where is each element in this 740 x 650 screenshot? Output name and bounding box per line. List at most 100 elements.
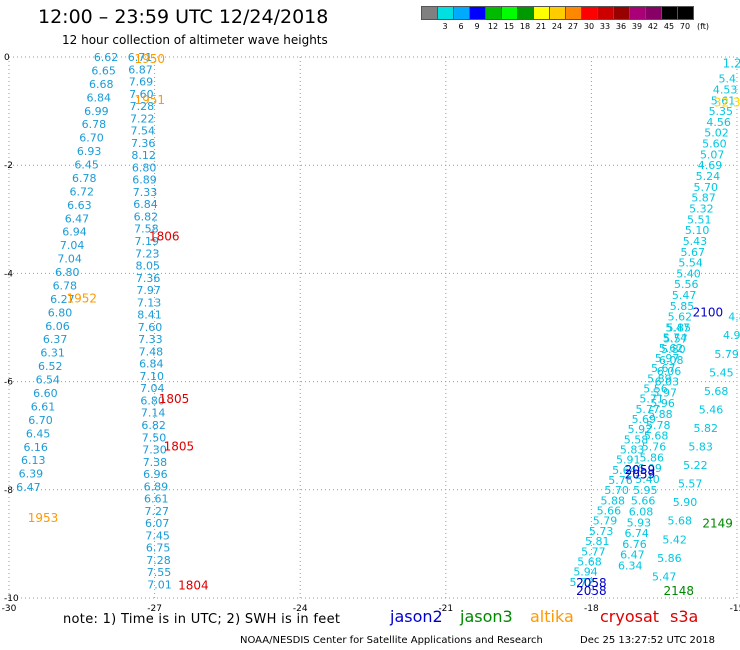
footer-note: note: 1) Time is in UTC; 2) SWH is in fe…: [63, 612, 341, 627]
swh-value-label: 7.10: [140, 370, 165, 383]
lon-tick-label: -30: [2, 604, 17, 614]
swh-value-label: 6.99: [84, 105, 109, 118]
swh-value-label: 7.97: [136, 284, 161, 297]
pass-time-label: 1804: [178, 578, 209, 592]
swh-value-label: 7.33: [133, 186, 158, 199]
satellite-legend-item: cryosat: [600, 607, 660, 626]
swh-value-label: 8.12: [131, 149, 156, 162]
swh-value-label: 5.81: [585, 535, 610, 548]
swh-value-label: 5.68: [704, 385, 729, 398]
swh-value-label: 7.36: [136, 272, 161, 285]
legend-swatch: [677, 6, 694, 20]
credit-line: NOAA/NESDIS Center for Satellite Applica…: [240, 635, 543, 646]
swh-value-label: 6.84: [139, 358, 164, 371]
swh-value-label: 7.04: [57, 253, 82, 266]
pass-time-label: 1950: [134, 52, 165, 66]
swh-value-label: 5.74: [663, 332, 688, 345]
swh-value-label: 5.61: [711, 94, 736, 107]
swh-value-label: 6.16: [23, 441, 48, 454]
swh-value-label: 6.60: [33, 387, 58, 400]
legend-tick-label: 9: [474, 22, 480, 31]
swh-value-label: 5.79: [714, 348, 739, 361]
swh-value-label: 5.77: [635, 403, 660, 416]
swh-value-label: 6.80: [132, 161, 157, 174]
swh-value-label: 5.79: [593, 515, 618, 528]
swh-value-label: 6.72: [70, 185, 95, 198]
swh-value-label: 4.53: [713, 83, 738, 96]
swh-value-label: 5.68: [668, 515, 693, 528]
swh-value-label: 7.04: [60, 239, 85, 252]
pass-time-label: 2058: [576, 584, 607, 598]
swh-value-label: 8.05: [135, 260, 160, 273]
swh-value-label: 5.87: [691, 192, 716, 205]
swh-value-label: 5.70: [693, 181, 718, 194]
swh-value-label: 5.95: [633, 484, 658, 497]
swh-value-label: 4.8: [728, 311, 740, 324]
swh-value-label: 7.36: [131, 137, 156, 150]
swh-value-label: 6.78: [53, 279, 78, 292]
legend-tick-label: 18: [519, 22, 531, 31]
swh-value-label: 5.42: [662, 533, 687, 546]
swh-value-label: 7.45: [145, 529, 170, 542]
swh-value-label: 6.07: [145, 517, 170, 530]
pass-time-label: 1951: [134, 93, 165, 107]
swh-value-label: 5.86: [657, 552, 682, 565]
swh-value-label: 5.67: [681, 246, 706, 259]
swh-value-label: 6.62: [94, 51, 119, 64]
swh-value-label: 5.70: [604, 484, 629, 497]
lon-tick-label: -24: [293, 604, 308, 614]
swh-value-label: 5.56: [643, 383, 668, 396]
swh-value-label: 5.54: [678, 257, 703, 270]
lat-tick-label: -2: [4, 161, 13, 171]
swh-value-label: 6.09: [637, 462, 662, 475]
swh-value-label: 6.34: [618, 560, 643, 573]
swh-value-label: 7.28: [146, 554, 171, 567]
swh-value-label: 7.13: [137, 296, 162, 309]
swh-value-label: 5.90: [673, 496, 698, 509]
swh-value-label: 6.06: [657, 365, 682, 378]
swh-value-label: 6.08: [659, 354, 684, 367]
swh-value-label: 6.93: [77, 145, 102, 158]
swh-value-label: 6.27: [50, 293, 75, 306]
swh-value-label: 5.51: [687, 213, 712, 226]
swh-value-label: 5.88: [601, 494, 626, 507]
swh-value-label: 4.69: [698, 159, 723, 172]
swh-value-label: 6.80: [48, 306, 73, 319]
swh-value-label: 6.80: [55, 266, 80, 279]
swh-value-label: 5.78: [646, 419, 671, 432]
swh-value-label: 5.64: [612, 464, 637, 477]
swh-value-label: 7.38: [143, 456, 168, 469]
pass-time-label: 1953: [28, 511, 59, 525]
swh-value-label: 5.67: [651, 362, 676, 375]
swh-value-label: 6.06: [45, 320, 70, 333]
swh-value-label: 5.77: [581, 545, 606, 558]
swh-value-label: 7.69: [129, 76, 154, 89]
swh-value-label: 5.94: [573, 566, 598, 579]
satellite-legend-item: jason2: [390, 607, 443, 626]
swh-value-label: 6.39: [19, 468, 44, 481]
swh-value-label: 5.71: [639, 393, 664, 406]
swh-value-label: 4.56: [706, 116, 731, 129]
legend-tick-label: 39: [631, 22, 643, 31]
legend-tick-label: 6: [458, 22, 464, 31]
lat-tick-label: -4: [4, 269, 13, 279]
swh-value-label: 6.70: [28, 414, 53, 427]
swh-value-label: 6.70: [79, 132, 104, 145]
swh-value-label: 7.60: [129, 88, 154, 101]
pass-time-label: 1.2: [723, 56, 740, 70]
lat-tick-label: -10: [4, 594, 19, 604]
swh-value-label: 5.88: [648, 408, 673, 421]
swh-value-label: 5.85: [670, 300, 695, 313]
swh-value-label: 6.82: [134, 210, 159, 223]
swh-value-label: 5.62: [659, 342, 684, 355]
swh-value-label: 6.71: [128, 51, 153, 64]
swh-value-label: 6.74: [624, 527, 649, 540]
swh-value-label: 5.66: [631, 495, 656, 508]
swh-value-label: 5.46: [699, 403, 724, 416]
swh-value-label: 5.92: [628, 423, 653, 436]
legend-unit-label: (ft): [696, 22, 710, 31]
swh-value-label: 5.47: [672, 289, 697, 302]
swh-value-label: 5.69: [632, 413, 657, 426]
swh-value-label: 5.60: [702, 138, 727, 151]
